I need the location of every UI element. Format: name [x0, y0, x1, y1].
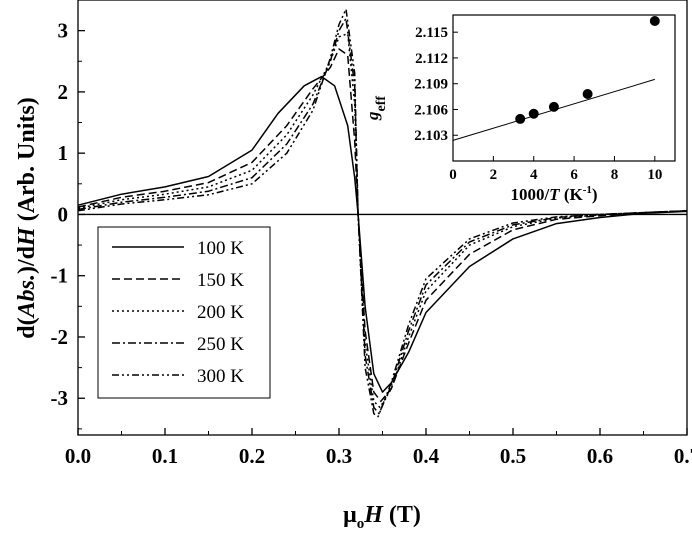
legend-box — [97, 226, 271, 399]
x-tick-label: 0.2 — [239, 444, 265, 468]
x-tick-label: 0.1 — [152, 444, 178, 468]
x-tick-label: 0.6 — [587, 444, 613, 468]
x-tick-label: 0.5 — [500, 444, 526, 468]
inset-x-tick-label: 4 — [530, 167, 538, 183]
inset-x-tick-label: 2 — [490, 167, 498, 183]
y-tick-label: 1 — [58, 141, 69, 165]
x-tick-label: 0.0 — [65, 444, 91, 468]
series-line-300k — [77, 8, 688, 418]
y-tick-label: -2 — [51, 325, 69, 349]
inset-x-tick-label: 0 — [449, 167, 457, 183]
y-tick-label: -1 — [51, 264, 69, 288]
main-axis-ticks — [77, 0, 688, 435]
inset-y-tick-label: 2.103 — [414, 128, 448, 144]
legend-label: 100 K — [197, 238, 244, 259]
inset-plot: 0 2 4 6 8 10 2.103 2.106 2.109 2.112 2.115 — [414, 14, 676, 183]
inset-data-points — [515, 16, 660, 124]
inset-x-tick-label: 10 — [647, 167, 662, 183]
main-series-group — [77, 8, 688, 418]
y-tick-label: 0 — [58, 202, 69, 226]
y-axis-title: d(Abs.)/dH (Arb. Units) — [14, 97, 40, 338]
inset-y-tick-label: 2.112 — [415, 51, 448, 67]
data-point — [582, 89, 593, 100]
legend-entries: 100 K 150 K 200 K 250 K 300 K — [112, 238, 244, 387]
legend-label: 200 K — [197, 302, 244, 323]
y-tick-label: 2 — [58, 80, 69, 104]
x-axis-title: μoH (T) — [343, 502, 421, 532]
series-line-200k — [77, 32, 688, 409]
legend-label: 150 K — [197, 270, 244, 291]
inset-x-tick-label: 6 — [570, 167, 578, 183]
y-tick-label: 3 — [58, 19, 69, 43]
inset-y-tick-label: 2.115 — [415, 25, 448, 41]
inset-y-tick-label: 2.109 — [414, 77, 448, 93]
legend: 100 K 150 K 200 K 250 K 300 K — [97, 226, 271, 399]
inset-tick-labels: 0 2 4 6 8 10 2.103 2.106 2.109 2.112 2.115 — [414, 25, 662, 183]
legend-label: 250 K — [197, 334, 244, 355]
data-point — [515, 113, 526, 124]
inset-plot-frame — [452, 14, 676, 162]
x-tick-label: 0.7 — [674, 444, 692, 468]
x-tick-label: 0.3 — [326, 444, 352, 468]
inset-x-tick-label: 8 — [611, 167, 619, 183]
main-plot: 0.00.10.20.30.40.50.60.73210-1-2-3 — [51, 0, 692, 468]
y-tick-label: -3 — [51, 386, 69, 410]
x-tick-label: 0.4 — [413, 444, 440, 468]
inset-y-tick-label: 2.106 — [414, 102, 448, 118]
data-point — [548, 101, 559, 112]
inset-y-axis-title: geff — [363, 96, 389, 121]
data-point — [649, 16, 660, 27]
legend-label: 300 K — [197, 366, 244, 387]
inset-x-axis-title: 1000/T (K-1) — [510, 184, 597, 204]
inset-axis-ticks — [452, 31, 656, 161]
main-tick-labels: 0.00.10.20.30.40.50.60.73210-1-2-3 — [51, 19, 692, 468]
data-point — [528, 108, 539, 119]
